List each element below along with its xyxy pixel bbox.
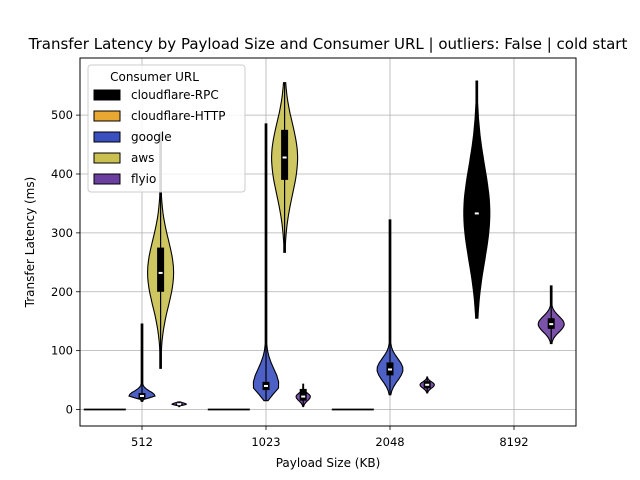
iqr-box-aws-1023 <box>281 129 289 180</box>
legend-swatch-cloudflare-HTTP <box>93 110 121 122</box>
y-tick-label: 400 <box>51 167 73 181</box>
iqr-box-aws-512 <box>157 247 165 292</box>
median-flyio-2048 <box>425 383 430 386</box>
y-tick-label: 200 <box>51 285 73 299</box>
legend-label-cloudflare-RPC: cloudflare-RPC <box>131 88 219 102</box>
y-tick-label: 100 <box>51 344 73 358</box>
legend-swatch-cloudflare-RPC <box>93 89 121 101</box>
iqr-box-cloudflare-RPC-8192 <box>473 179 481 244</box>
y-tick-label: 0 <box>66 403 73 417</box>
legend-swatch-flyio <box>93 173 121 185</box>
plot-frame <box>79 57 577 427</box>
legend-title: Consumer URL <box>110 70 199 84</box>
legend: Consumer URL cloudflare-RPC cloudflare-HTT… <box>87 64 246 193</box>
legend-label-aws: aws <box>131 151 154 165</box>
y-tick-label: 300 <box>51 226 73 240</box>
axis-ticks: 0 100 200 300 400 500 512 1023 2048 8192 <box>51 108 529 449</box>
median-google-512 <box>140 394 144 397</box>
legend-label-flyio: flyio <box>131 172 156 186</box>
legend-label-google: google <box>131 130 172 144</box>
chart-title: Transfer Latency by Payload Size and Con… <box>28 35 628 53</box>
median-google-1023 <box>264 384 268 387</box>
x-tick-label: 512 <box>131 435 153 449</box>
legend-label-cloudflare-HTTP: cloudflare-HTTP <box>131 109 226 123</box>
median-google-2048 <box>388 368 392 371</box>
legend-swatch-google <box>93 131 121 143</box>
x-tick-label: 2048 <box>375 435 404 449</box>
y-axis-label: Transfer Latency (ms) <box>23 177 37 309</box>
median-aws-1023 <box>282 156 287 159</box>
median-flyio-1023 <box>301 395 306 398</box>
x-tick-label: 1023 <box>251 435 280 449</box>
median-flyio-512 <box>177 403 182 406</box>
y-tick-label: 500 <box>51 108 73 122</box>
legend-swatch-aws <box>93 152 121 164</box>
iqr-box-flyio-1023 <box>299 388 307 401</box>
median-cloudflare-RPC-8192 <box>474 212 479 215</box>
x-axis-label: Payload Size (KB) <box>276 456 381 470</box>
x-tick-label: 8192 <box>499 435 528 449</box>
median-flyio-8192 <box>549 323 554 326</box>
legend-frame <box>87 64 246 193</box>
median-aws-512 <box>158 271 163 274</box>
